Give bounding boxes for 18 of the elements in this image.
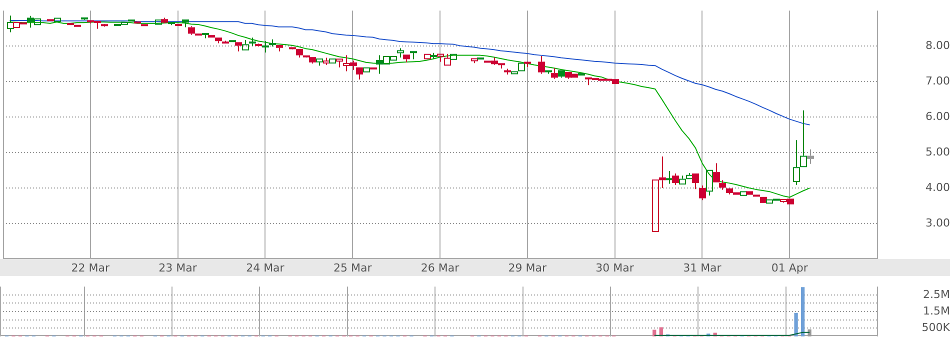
- y-tick-label: 7.00: [926, 74, 950, 88]
- y-tick-label: 6.00: [926, 110, 950, 123]
- x-tick-label: 26 Mar: [420, 261, 460, 274]
- y-tick-label: 4.00: [926, 180, 950, 194]
- y-tick-label: 2.5M: [923, 288, 950, 301]
- x-tick-label: 23 Mar: [158, 261, 198, 274]
- x-tick-label: 25 Mar: [333, 261, 372, 274]
- x-tick-label: 29 Mar: [508, 261, 547, 274]
- x-tick-label: 22 Mar: [71, 261, 110, 274]
- y-tick-label: 8.00: [926, 38, 950, 52]
- y-tick-label: 500K: [922, 320, 950, 334]
- y-tick-label: 1.5M: [923, 304, 950, 318]
- x-tick-label: 30 Mar: [596, 261, 634, 274]
- x-tick-label: 24 Mar: [246, 261, 285, 274]
- y-tick-label: 3.00: [926, 216, 950, 230]
- x-tick-label: 31 Mar: [683, 261, 722, 274]
- y-tick-label: 5.00: [926, 145, 950, 158]
- x-tick-label: 01 Apr: [771, 261, 808, 274]
